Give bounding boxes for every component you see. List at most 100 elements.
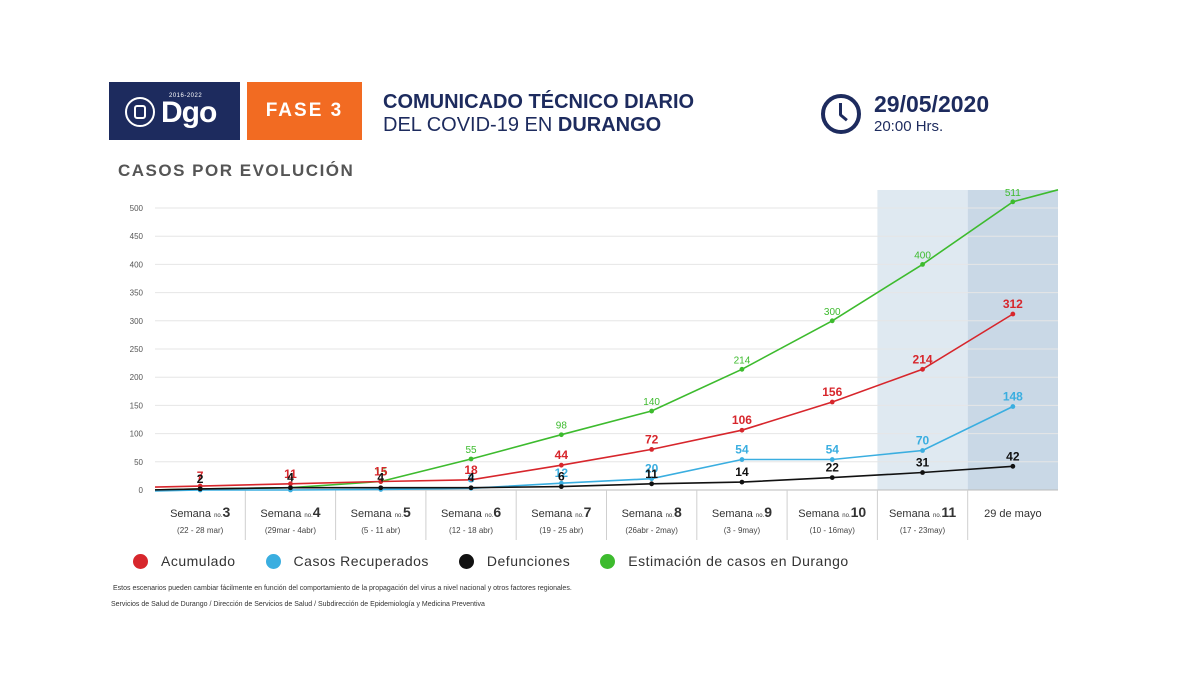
legend-label: Casos Recuperados bbox=[293, 553, 429, 569]
legend-item-estimacion: Estimación de casos en Durango bbox=[600, 553, 848, 569]
data-label: 400 bbox=[914, 250, 931, 261]
data-label: 22 bbox=[826, 461, 840, 475]
logo-text: Dgo bbox=[161, 96, 217, 129]
legend-item-recuperados: Casos Recuperados bbox=[265, 553, 429, 569]
data-label: 20 bbox=[645, 462, 659, 476]
durango-logo: 2016-2022 Dgo bbox=[109, 82, 240, 140]
legend-label: Estimación de casos en Durango bbox=[628, 553, 849, 569]
data-point bbox=[1010, 463, 1016, 469]
data-point bbox=[558, 432, 564, 438]
data-label: 55 bbox=[465, 445, 477, 456]
source-note: Servicios de Salud de Durango / Direcció… bbox=[111, 601, 485, 608]
legend-dot-icon bbox=[458, 553, 474, 569]
highlight-band-may29 bbox=[967, 190, 1058, 490]
data-label: 44 bbox=[555, 448, 569, 462]
data-label: 15 bbox=[375, 468, 387, 479]
data-point bbox=[378, 479, 384, 484]
data-point bbox=[558, 484, 564, 490]
page-title: COMUNICADO TÉCNICO DIARIO bbox=[383, 91, 695, 113]
page-subtitle: DEL COVID-19 EN DURANGO bbox=[383, 114, 661, 137]
data-label: 156 bbox=[822, 385, 842, 399]
data-point bbox=[558, 480, 564, 486]
data-label: 70 bbox=[916, 434, 930, 448]
data-point bbox=[649, 481, 655, 487]
x-tick-range: (29mar - 4abr) bbox=[265, 526, 316, 535]
x-tick-label: Semana no.11 bbox=[889, 504, 956, 520]
seal-icon bbox=[125, 97, 155, 127]
x-tick-label: Semana no.6 bbox=[441, 504, 501, 520]
data-label: 42 bbox=[1006, 449, 1020, 463]
y-tick-label: 150 bbox=[130, 401, 144, 410]
data-point bbox=[197, 486, 203, 492]
data-point bbox=[739, 427, 745, 433]
data-point bbox=[468, 456, 474, 462]
legend-dot-icon bbox=[133, 553, 148, 569]
data-label: 4 bbox=[287, 471, 294, 485]
data-point bbox=[739, 457, 745, 462]
data-label: 214 bbox=[913, 352, 933, 366]
y-tick-label: 250 bbox=[130, 345, 144, 354]
data-label: 511 bbox=[1005, 188, 1021, 199]
legend-item-acumulado: Acumulado bbox=[133, 553, 236, 569]
y-tick-label: 100 bbox=[130, 430, 144, 439]
data-label: 140 bbox=[643, 397, 660, 408]
data-label: 72 bbox=[645, 432, 659, 446]
data-label: 106 bbox=[732, 413, 752, 427]
subtitle-place: DURANGO bbox=[557, 114, 662, 136]
data-point bbox=[829, 457, 835, 462]
y-tick-label: 500 bbox=[130, 204, 144, 213]
header: 2016-2022 Dgo FASE 3 COMUNICADO TÉCNICO … bbox=[109, 82, 1049, 142]
data-point bbox=[468, 485, 474, 491]
x-tick-range: (19 - 25 abr) bbox=[539, 526, 583, 535]
data-label: 15 bbox=[374, 465, 388, 479]
legend-item-defunciones: Defunciones bbox=[458, 553, 571, 569]
clock-icon bbox=[821, 94, 861, 134]
data-point bbox=[558, 462, 564, 468]
data-point bbox=[920, 448, 925, 453]
data-label: 11 bbox=[284, 467, 297, 481]
x-tick-range: (17 - 23may) bbox=[900, 526, 946, 535]
legend-dot-icon bbox=[600, 553, 616, 569]
x-tick-range: (22 - 28 mar) bbox=[177, 526, 224, 535]
x-tick-label: Semana no.9 bbox=[712, 504, 772, 520]
data-point bbox=[920, 366, 925, 372]
data-point bbox=[649, 408, 655, 414]
x-tick-label: Semana no.8 bbox=[622, 504, 682, 520]
y-tick-label: 0 bbox=[139, 486, 144, 495]
data-point bbox=[1010, 311, 1016, 317]
data-label: 312 bbox=[1003, 297, 1023, 311]
data-label: 214 bbox=[734, 355, 751, 366]
x-tick-label: Semana no.7 bbox=[531, 504, 591, 520]
data-label: 18 bbox=[464, 463, 478, 477]
data-point bbox=[739, 479, 745, 485]
y-tick-label: 400 bbox=[130, 260, 144, 269]
data-point bbox=[1010, 199, 1016, 205]
data-label: 31 bbox=[916, 456, 930, 470]
fase-badge: FASE 3 bbox=[247, 82, 362, 140]
data-label: 3 bbox=[468, 471, 475, 485]
data-point bbox=[829, 318, 835, 324]
x-tick-label: 29 de mayo bbox=[984, 508, 1041, 520]
data-point bbox=[829, 475, 835, 480]
data-point bbox=[649, 476, 655, 482]
data-point bbox=[378, 485, 384, 491]
data-label: 12 bbox=[555, 466, 569, 480]
x-tick-range: (26abr - 2may) bbox=[625, 526, 678, 535]
y-tick-label: 450 bbox=[130, 232, 144, 241]
logo-small-text: 2016-2022 bbox=[169, 93, 203, 99]
legend-label: Defunciones bbox=[486, 553, 571, 569]
y-tick-label: 50 bbox=[134, 458, 143, 467]
data-label: 14 bbox=[735, 465, 749, 479]
x-tick-range: (3 - 9may) bbox=[724, 526, 761, 535]
data-point bbox=[739, 366, 745, 372]
report-hour: 20:00 Hrs. bbox=[874, 118, 944, 135]
data-point bbox=[920, 470, 925, 475]
highlight-band-week11 bbox=[877, 190, 968, 490]
y-tick-label: 200 bbox=[130, 373, 144, 382]
y-tick-label: 350 bbox=[130, 289, 144, 298]
data-label: 11 bbox=[645, 467, 658, 481]
x-tick-range: (12 - 18 abr) bbox=[449, 526, 493, 535]
data-point bbox=[288, 485, 293, 491]
data-label: 4 bbox=[377, 471, 384, 485]
